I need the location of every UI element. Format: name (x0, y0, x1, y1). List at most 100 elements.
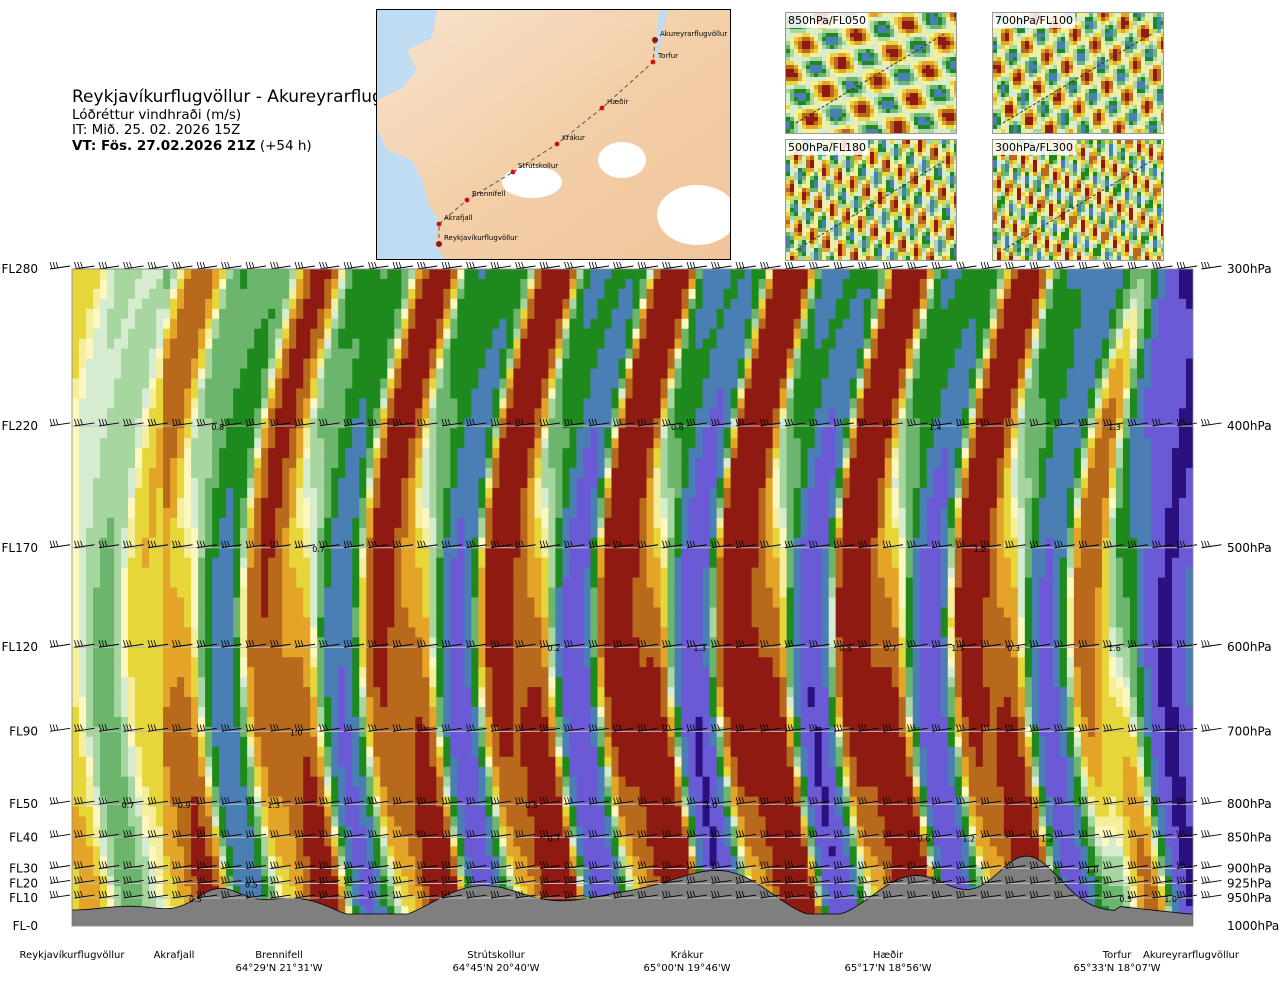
inset-cell (1073, 224, 1078, 229)
inset-cell (1133, 57, 1138, 62)
inset-cell (1093, 156, 1098, 161)
inset-cell (922, 133, 926, 134)
inset-cell (1133, 113, 1138, 118)
inset-cell (1045, 212, 1050, 217)
inset-cell (914, 256, 919, 260)
inset-cell (822, 49, 827, 54)
inset-850-label: 850hPa/FL050 (786, 13, 869, 28)
inset-cell (1045, 61, 1050, 66)
inset-cell (1081, 208, 1086, 213)
inset-cell (1021, 53, 1026, 58)
inset-cell (1037, 57, 1042, 62)
inset-cell (842, 220, 847, 225)
inset-cell (858, 101, 863, 106)
inset-cell (870, 45, 875, 50)
inset-cell (866, 33, 871, 38)
inset-cell (1089, 121, 1094, 126)
inset-cell (950, 208, 955, 213)
inset-cell (1065, 168, 1070, 173)
inset-cell (1005, 192, 1010, 197)
inset-cell (870, 17, 875, 22)
inset-cell (894, 252, 899, 257)
inset-cell (886, 33, 891, 38)
inset-cell (886, 73, 891, 78)
inset-cell (1009, 232, 1014, 237)
inset-cell (1069, 113, 1074, 118)
inset-cell (906, 73, 911, 78)
inset-cell (866, 216, 871, 221)
inset-cell (1101, 148, 1106, 153)
inset-cell (814, 256, 819, 260)
inset-cell (1101, 133, 1105, 134)
inset-cell (810, 85, 815, 90)
inset-cell (1089, 164, 1094, 169)
inset-cell (942, 204, 947, 209)
inset-cell (922, 212, 927, 217)
inset-cell (798, 77, 803, 82)
inset-cell (1153, 117, 1158, 122)
inset-cell (914, 160, 919, 165)
inset-cell (894, 105, 899, 110)
inset-cell (802, 204, 807, 209)
inset-cell (1009, 105, 1014, 110)
inset-cell (866, 49, 871, 54)
inset-cell (910, 180, 915, 185)
inset-cell (942, 109, 947, 114)
inset-700[interactable]: 700hPa/FL100 (992, 12, 1164, 134)
inset-cell (1109, 168, 1114, 173)
inset-cell (938, 41, 943, 46)
inset-cell (950, 232, 955, 237)
inset-cell (890, 192, 895, 197)
inset-cell (934, 244, 939, 249)
inset-cell (874, 117, 879, 122)
inset-cell (806, 101, 811, 106)
inset-cell (946, 65, 951, 70)
inset-cell (1065, 180, 1070, 185)
inset-cell (814, 133, 818, 134)
inset-cell (846, 248, 851, 253)
inset-cell (906, 216, 911, 221)
inset-cell (886, 117, 891, 122)
inset-500[interactable]: 500hPa/FL180 (785, 139, 957, 261)
inset-cell (814, 204, 819, 209)
inset-cell (993, 160, 998, 165)
inset-cell (850, 41, 855, 46)
inset-cell (1017, 77, 1022, 82)
inset-850[interactable]: 850hPa/FL050 (785, 12, 957, 134)
inset-cell (930, 172, 935, 177)
inset-cell (1097, 236, 1102, 241)
inset-cell (882, 13, 887, 18)
inset-cell (878, 168, 883, 173)
inset-cell (1053, 93, 1058, 98)
inset-cell (1157, 33, 1162, 38)
inset-cell (818, 228, 823, 233)
inset-cell (1137, 105, 1142, 110)
inset-cell (878, 85, 883, 90)
inset-cell (954, 97, 956, 102)
inset-cell (926, 117, 931, 122)
inset-cell (1037, 37, 1042, 42)
inset-cell (1153, 25, 1158, 30)
inset-cell (1133, 129, 1138, 133)
inset-cell (862, 184, 867, 189)
inset-cell (1057, 117, 1062, 122)
inset-cell (818, 57, 823, 62)
inset-cell (934, 236, 939, 241)
inset-cell (954, 168, 956, 173)
inset-cell (802, 65, 807, 70)
inset-cell (890, 93, 895, 98)
inset-cell (1069, 232, 1074, 237)
inset-cell (890, 172, 895, 177)
inset-cell (1113, 109, 1118, 114)
inset-cell (1157, 41, 1162, 46)
inset-cell (1069, 121, 1074, 126)
inset-cell (1129, 21, 1134, 26)
inset-cell (922, 208, 927, 213)
inset-cell (1129, 85, 1134, 90)
inset-300[interactable]: 300hPa/FL300 (992, 139, 1164, 261)
inset-cell (794, 224, 799, 229)
inset-cell (1109, 204, 1114, 209)
inset-cell (846, 109, 851, 114)
inset-cell (838, 188, 843, 193)
inset-cell (1109, 148, 1114, 153)
